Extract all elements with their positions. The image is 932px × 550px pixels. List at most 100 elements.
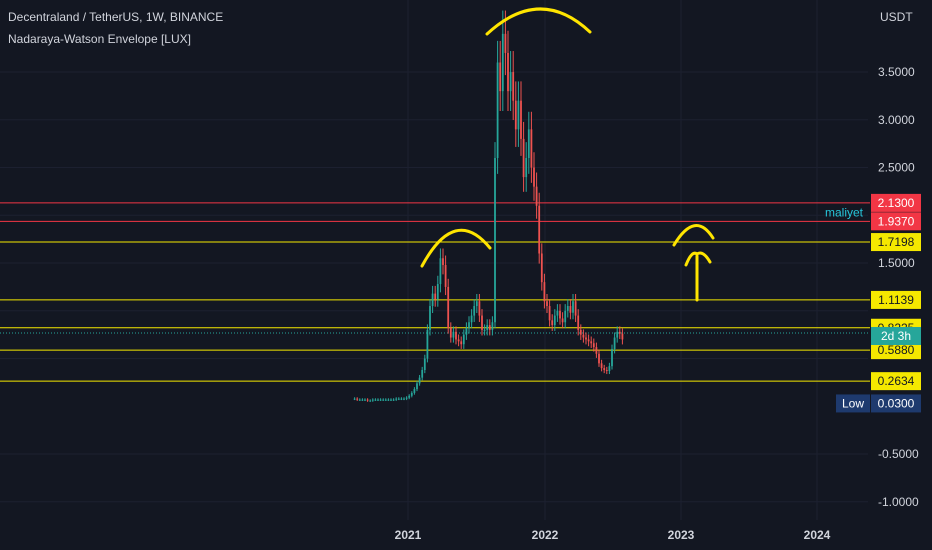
candle-body: [413, 389, 416, 393]
candle-body: [408, 395, 411, 398]
level-tag: [871, 341, 921, 360]
candle-body: [470, 315, 473, 323]
candle-body: [442, 258, 444, 265]
x-tick-label: 2024: [804, 528, 831, 542]
candle-body: [517, 100, 520, 130]
candle-body: [462, 334, 465, 345]
candle-body: [473, 306, 476, 316]
candle-body: [579, 329, 582, 335]
candle-body: [590, 341, 593, 344]
candle-body: [522, 138, 525, 178]
candle-body: [598, 353, 600, 364]
candle-body: [512, 72, 515, 101]
candle-body: [514, 100, 517, 130]
chart-title: Decentraland / TetherUS, 1W, BINANCE: [8, 10, 224, 24]
candle-body: [520, 100, 522, 139]
candle-body: [605, 370, 608, 372]
price-axis: USDT 3.5000 3.0000 2.5000 1.5000 -0.5000 -1.0…: [878, 10, 919, 509]
level-tag: [871, 290, 921, 309]
candle-body: [592, 343, 595, 348]
candle-body: [582, 334, 585, 338]
candle-body: [559, 310, 561, 319]
candle-body: [379, 399, 382, 401]
candle-body: [431, 293, 434, 307]
candle-body: [564, 310, 567, 323]
candle-body: [509, 72, 512, 92]
candle-body: [561, 318, 564, 323]
candle-body: [397, 398, 400, 400]
candle-body: [426, 329, 429, 359]
timer-tag-text: 2d 3h: [881, 329, 911, 343]
candle-body: [618, 331, 621, 334]
candle-body: [486, 325, 489, 330]
candle-body: [494, 158, 496, 323]
candle-body: [455, 331, 457, 340]
candle-body: [423, 358, 426, 371]
candle-body: [429, 306, 431, 330]
candle-body: [366, 399, 369, 401]
candle-body: [410, 392, 413, 396]
timer-tag: [871, 327, 921, 345]
candle-body: [405, 397, 408, 399]
x-tick-label: 2021: [395, 528, 422, 542]
candle-body: [434, 293, 437, 300]
candle-body: [538, 205, 541, 254]
candle-body: [371, 399, 374, 401]
candle-body: [566, 306, 569, 311]
candle-body: [603, 368, 606, 371]
indicator-legend[interactable]: Nadaraya-Watson Envelope [LUX]: [8, 32, 191, 46]
candle-body: [613, 337, 616, 349]
low-value-text: 0.0300: [878, 396, 915, 410]
candle-body: [530, 129, 533, 168]
low-value-tag: [871, 394, 921, 413]
candle-body: [439, 258, 442, 285]
candle-body: [444, 264, 447, 287]
level-tag: [871, 212, 921, 231]
annotation-arc-left: [420, 228, 492, 268]
candle-body: [574, 301, 577, 316]
candle-body: [468, 322, 470, 328]
annotation-arrow-head: [684, 251, 712, 267]
candle-body: [556, 310, 559, 316]
level-tag-text: 0.2634: [878, 374, 915, 388]
candle-body: [436, 284, 439, 300]
candle-body: [481, 315, 483, 330]
candle-body: [611, 349, 613, 367]
candle-body: [452, 331, 455, 338]
candle-body: [358, 399, 361, 401]
candles: [353, 10, 624, 402]
low-label-text: Low: [842, 396, 864, 410]
currency-label: USDT: [880, 10, 913, 24]
candle-body: [616, 331, 619, 338]
level-tag: [871, 193, 921, 212]
y-tick-label: 1.5000: [878, 256, 915, 270]
candle-body: [387, 399, 390, 401]
candle-body: [465, 327, 468, 335]
candle-body: [543, 282, 546, 302]
candle-body: [374, 399, 377, 401]
candle-body: [553, 315, 556, 326]
candle-body: [382, 399, 385, 401]
candle-body: [577, 315, 580, 330]
level-tag: [871, 233, 921, 252]
candle-body: [491, 322, 494, 330]
candle-body: [496, 62, 499, 158]
candle-body: [585, 337, 587, 340]
candle-body: [551, 320, 554, 326]
candle-body: [488, 325, 491, 330]
candle-body: [364, 399, 366, 401]
time-axis: 2021 2022 2023 2024: [395, 528, 831, 542]
candle-body: [621, 333, 624, 340]
candle-body: [447, 286, 450, 328]
x-tick-label: 2023: [668, 528, 695, 542]
candle-body: [421, 370, 424, 378]
candle-body: [457, 339, 460, 342]
candle-body: [507, 52, 509, 92]
level-tag-text: 1.7198: [878, 235, 915, 249]
candle-body: [356, 398, 359, 400]
candle-body: [418, 377, 421, 384]
candle-body: [501, 33, 504, 92]
candle-body: [540, 253, 543, 283]
price-tags: 2.13001.93701.71981.11390.82250.58800.26…: [825, 193, 921, 413]
